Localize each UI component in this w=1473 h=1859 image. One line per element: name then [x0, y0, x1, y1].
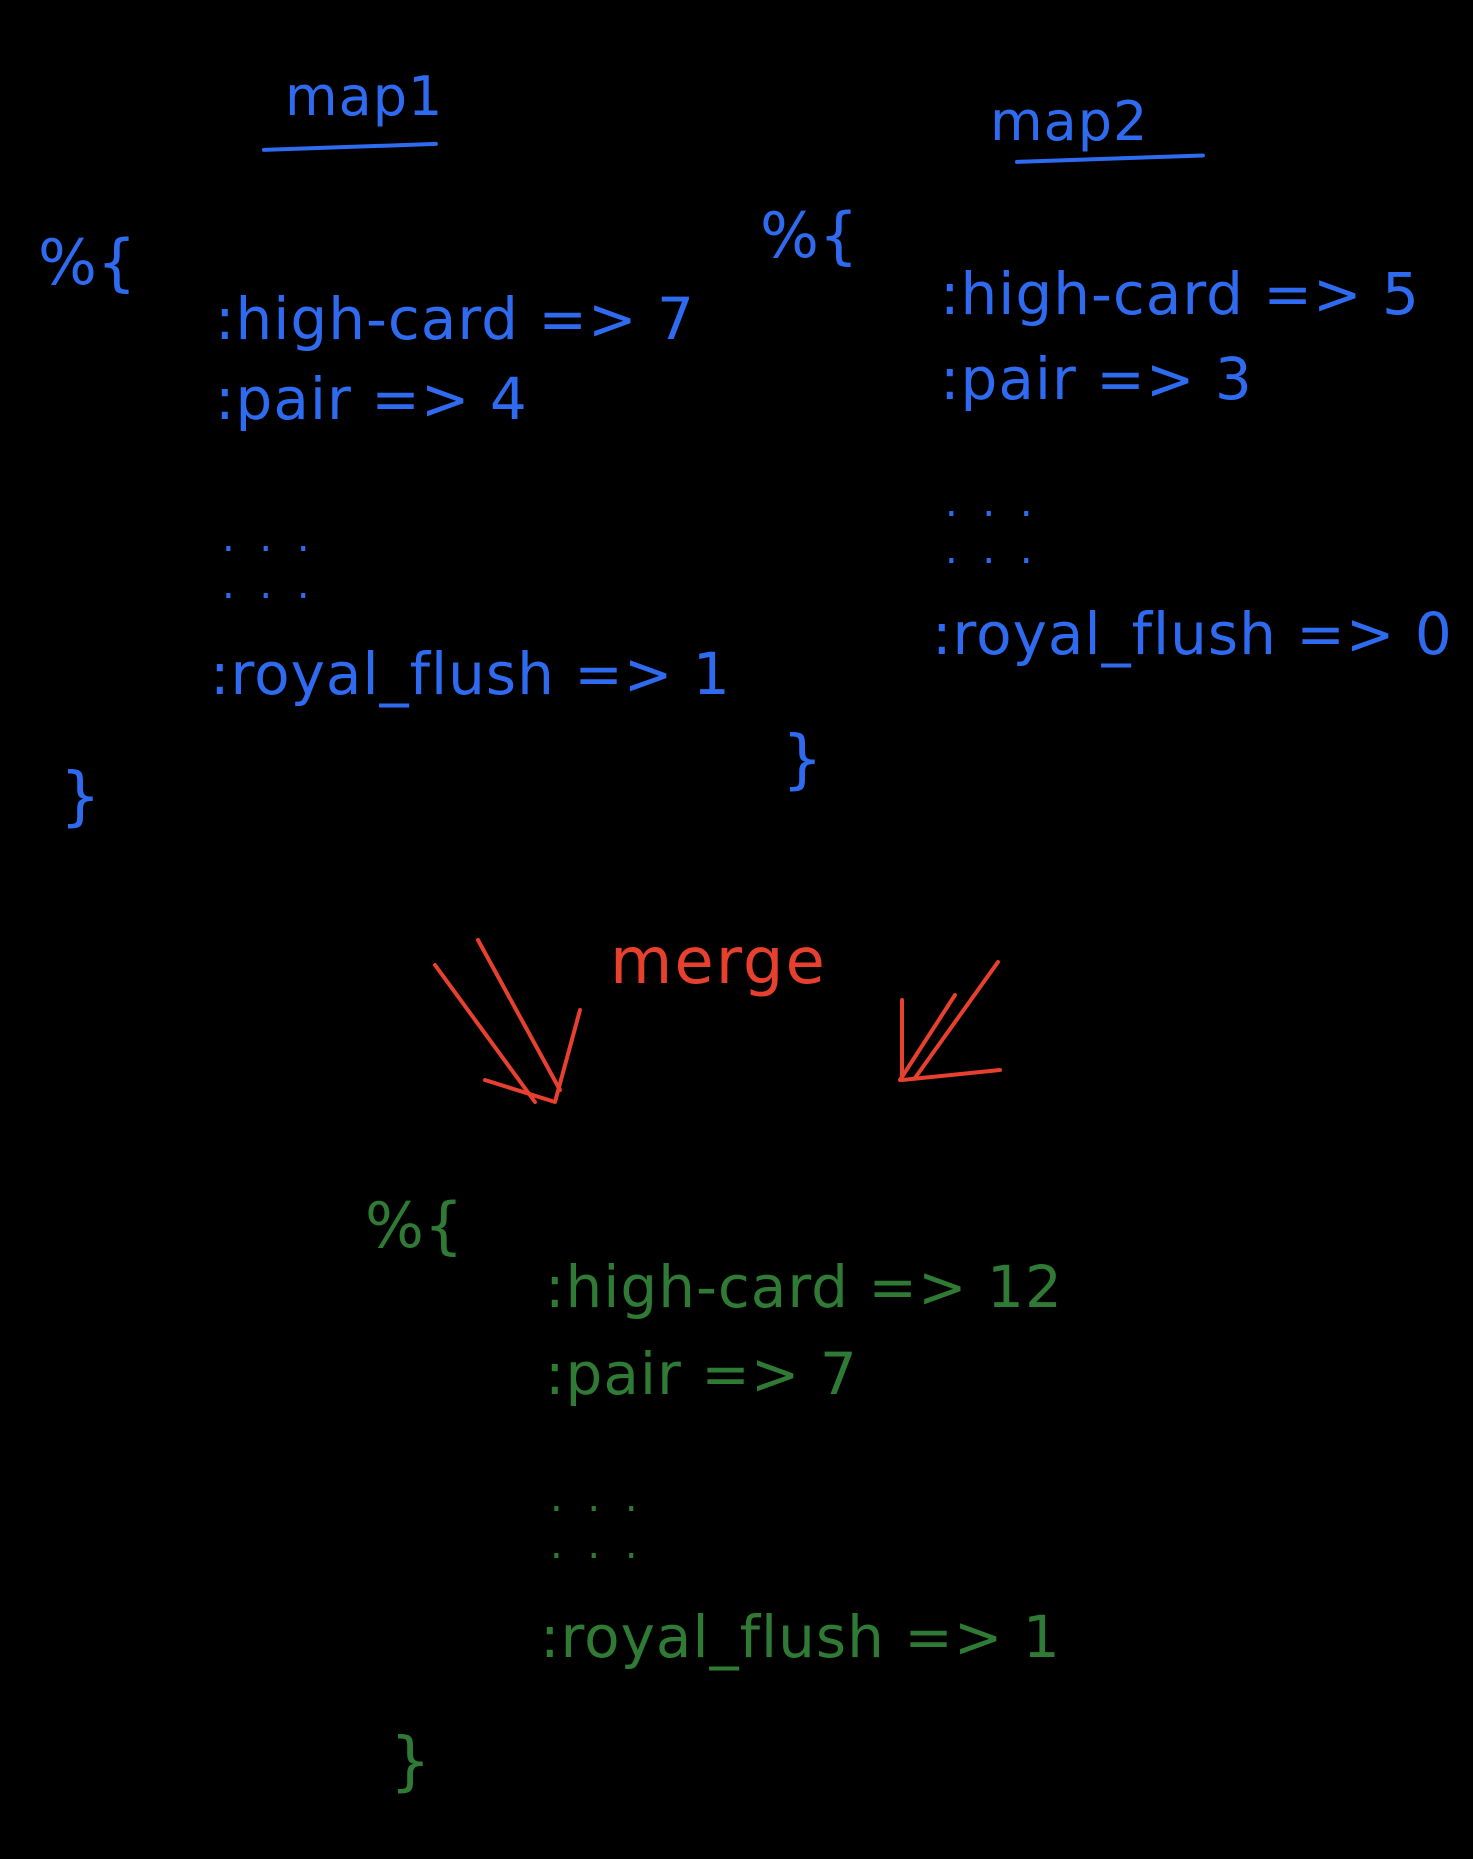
map1-entry-royal-flush: :royal_flush => 1: [210, 640, 731, 708]
map2-close-brace: }: [782, 723, 823, 797]
map2-entry-royal-flush: :royal_flush => 0: [932, 600, 1453, 668]
map2-open-brace: %{: [760, 199, 859, 272]
left-arrow-head: [483, 1008, 582, 1104]
map1-close-brace: }: [60, 760, 101, 834]
left-merge-arrow: [433, 938, 582, 1104]
map1-title: map1: [285, 65, 444, 128]
map1-ellipsis-2: . . .: [222, 562, 316, 608]
right-arrow-shaft-1: [913, 960, 1000, 1080]
map1-entry-high-card: :high-card => 7: [215, 285, 695, 353]
result-ellipsis-1: . . .: [550, 1475, 644, 1521]
result-ellipsis-2: . . .: [550, 1522, 644, 1568]
map1-title-underline: [261, 141, 438, 152]
map2-entry-high-card: :high-card => 5: [940, 260, 1420, 328]
merge-label: merge: [610, 925, 827, 999]
right-arrow-shaft-2: [898, 993, 957, 1082]
map2-title-underline: [1014, 153, 1205, 164]
map1-entry-pair: :pair => 4: [215, 365, 528, 433]
map2-ellipsis-1: . . .: [945, 480, 1039, 526]
left-arrow-shaft-2: [433, 963, 537, 1104]
right-merge-arrow: [898, 960, 1002, 1082]
result-entry-royal-flush: :royal_flush => 1: [540, 1603, 1061, 1671]
right-arrow-head: [900, 998, 1002, 1082]
map2-ellipsis-2: . . .: [945, 527, 1039, 573]
result-close-brace: }: [390, 1725, 431, 1799]
map1-open-brace: %{: [38, 226, 137, 299]
result-entry-pair: :pair => 7: [545, 1340, 858, 1408]
left-arrow-shaft-1: [476, 938, 562, 1092]
map2-title: map2: [990, 90, 1149, 153]
result-open-brace: %{: [365, 1189, 464, 1262]
map1-ellipsis-1: . . .: [222, 515, 316, 561]
map2-entry-pair: :pair => 3: [940, 345, 1253, 413]
result-entry-high-card: :high-card => 12: [545, 1253, 1063, 1321]
